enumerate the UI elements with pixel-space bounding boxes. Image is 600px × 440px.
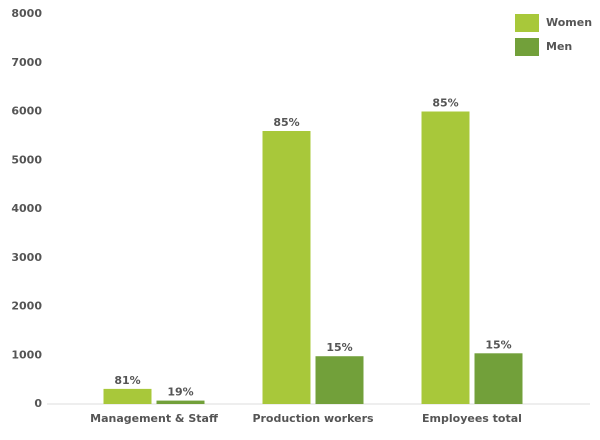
value-label: 85% <box>273 116 299 129</box>
value-label: 19% <box>167 386 193 399</box>
y-tick-label: 4000 <box>11 202 42 215</box>
bar <box>315 356 364 404</box>
bar <box>474 353 523 404</box>
bar <box>103 388 152 404</box>
value-label: 85% <box>432 97 458 110</box>
y-tick-label: 8000 <box>11 7 42 20</box>
y-tick-label: 0 <box>34 397 42 410</box>
bar <box>262 131 311 404</box>
value-label: 15% <box>485 338 511 351</box>
y-tick-label: 6000 <box>11 105 42 118</box>
legend-label: Women <box>546 16 592 29</box>
value-label: 15% <box>326 341 352 354</box>
bar <box>421 111 470 404</box>
x-tick-label: Employees total <box>422 412 522 425</box>
y-tick-label: 1000 <box>11 348 42 361</box>
y-tick-label: 2000 <box>11 300 42 313</box>
x-tick-label: Production workers <box>252 412 374 425</box>
y-tick-label: 3000 <box>11 251 42 264</box>
legend-swatch <box>515 14 539 32</box>
legend-swatch <box>515 38 539 56</box>
legend-label: Men <box>546 40 572 53</box>
y-tick-label: 5000 <box>11 153 42 166</box>
x-tick-label: Management & Staff <box>90 412 218 425</box>
value-label: 81% <box>114 374 140 387</box>
bar <box>156 400 205 404</box>
y-tick-label: 7000 <box>11 56 42 69</box>
